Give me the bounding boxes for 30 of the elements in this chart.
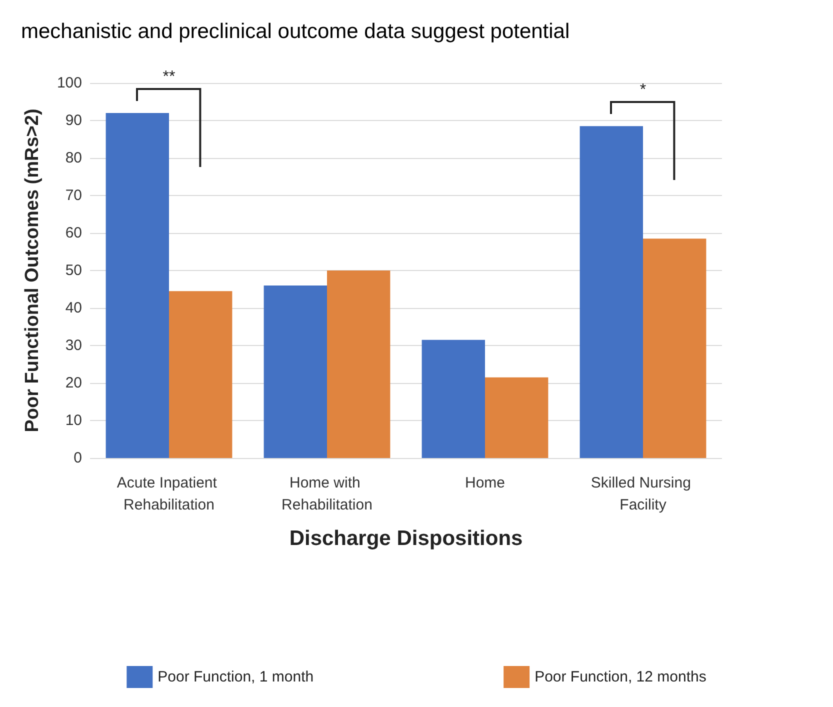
bar — [580, 126, 643, 458]
bar — [169, 291, 232, 458]
chart-title: mechanistic and preclinical outcome data suggest potential — [21, 20, 570, 43]
y-tick-label: 0 — [74, 450, 82, 466]
bar — [106, 113, 169, 458]
bar — [643, 238, 706, 458]
annotation: * — [640, 82, 646, 99]
y-axis-title: Poor Functional Outcomes (mRs>2) — [22, 108, 43, 432]
x-tick-label: Home — [464, 474, 506, 492]
legend-label: Poor Function, 12 months — [534, 668, 706, 686]
y-tick-label: 90 — [65, 112, 82, 129]
bar — [327, 270, 390, 458]
y-tick-label: 50 — [65, 262, 82, 279]
x-tick-label: Home with Rehabilitation — [282, 474, 372, 514]
annotation: ** — [162, 68, 176, 86]
y-tick-label: 30 — [65, 337, 82, 354]
x-axis-title: Discharge Dispositions — [289, 527, 523, 550]
bar — [264, 286, 327, 458]
y-tick-label: 40 — [65, 300, 82, 316]
y-tick-label: 100 — [56, 74, 82, 92]
y-tick-label: 70 — [65, 187, 82, 204]
x-tick-label: Skilled Nursing Facility — [590, 474, 696, 514]
bar — [485, 377, 548, 458]
y-tick-label: 20 — [65, 374, 82, 392]
bar — [422, 340, 485, 458]
y-tick-label: 80 — [65, 150, 82, 166]
y-tick-label: 10 — [65, 412, 82, 429]
y-tick-label: 60 — [65, 224, 82, 242]
x-tick-label: Acute Inpatient Rehabilitation — [116, 474, 222, 514]
legend-label: Poor Function, 1 month — [158, 668, 314, 686]
